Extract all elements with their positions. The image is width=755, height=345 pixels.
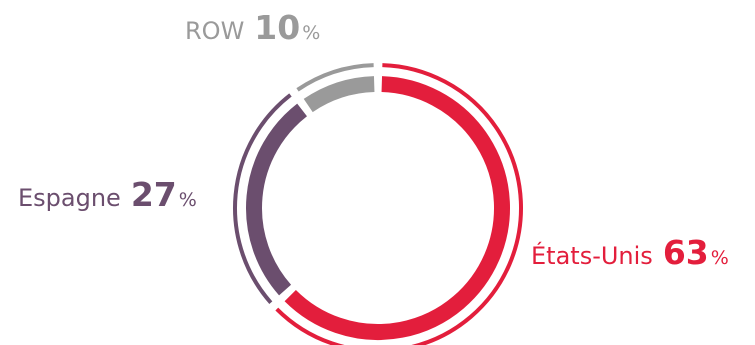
label-name-etats-unis: États-Unis bbox=[531, 242, 653, 270]
label-unit-etats-unis: % bbox=[710, 247, 729, 269]
label-unit-row: % bbox=[302, 22, 321, 44]
slice-outer-row bbox=[296, 63, 374, 92]
label-etats-unis: États-Unis 63% bbox=[531, 236, 729, 269]
label-espagne: Espagne 27% bbox=[18, 178, 197, 211]
slice-outer-espagne bbox=[233, 93, 292, 304]
label-value-espagne: 27 bbox=[130, 175, 177, 214]
label-name-row: ROW bbox=[185, 17, 245, 45]
label-value-row: 10 bbox=[254, 8, 301, 47]
slice-inner-row bbox=[303, 76, 375, 113]
slice-inner-etats-unis bbox=[284, 76, 510, 340]
label-unit-espagne: % bbox=[178, 189, 197, 211]
label-row: ROW 10% bbox=[185, 11, 320, 44]
label-name-espagne: Espagne bbox=[18, 184, 121, 212]
slice-inner-espagne bbox=[246, 103, 308, 296]
slice-outer-etats-unis bbox=[275, 63, 523, 345]
label-value-etats-unis: 63 bbox=[662, 233, 709, 272]
